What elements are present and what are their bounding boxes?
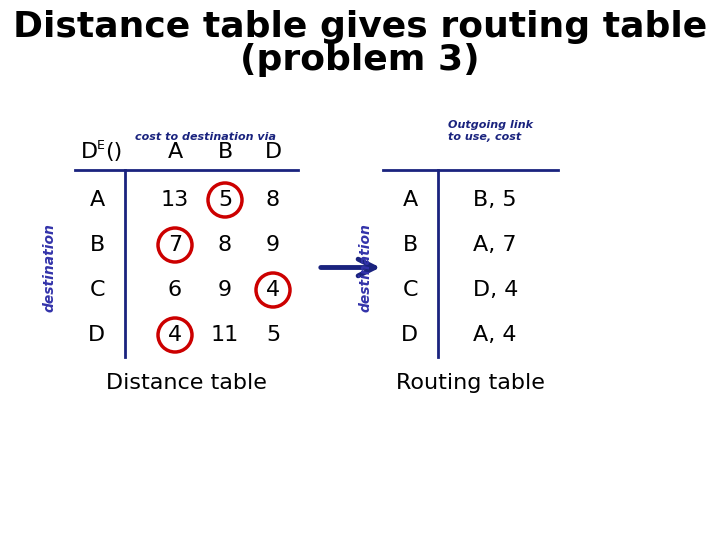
Text: D, 4: D, 4 xyxy=(473,280,518,300)
Text: cost to destination via: cost to destination via xyxy=(135,132,276,142)
Text: B: B xyxy=(402,235,418,255)
Text: 13: 13 xyxy=(161,190,189,210)
Text: D: D xyxy=(264,142,282,162)
Text: Routing table: Routing table xyxy=(396,373,545,393)
Text: 5: 5 xyxy=(266,325,280,345)
Text: C: C xyxy=(402,280,418,300)
Text: 9: 9 xyxy=(266,235,280,255)
Text: D: D xyxy=(401,325,418,345)
Text: B, 5: B, 5 xyxy=(473,190,517,210)
Text: A: A xyxy=(402,190,418,210)
Text: destination: destination xyxy=(359,223,373,312)
Text: C: C xyxy=(89,280,105,300)
Text: D: D xyxy=(81,142,98,162)
Text: 7: 7 xyxy=(168,235,182,255)
Text: 11: 11 xyxy=(211,325,239,345)
Text: Distance table: Distance table xyxy=(106,373,267,393)
Text: A: A xyxy=(167,142,183,162)
Text: E: E xyxy=(97,139,105,152)
Text: destination: destination xyxy=(43,223,57,312)
Text: 4: 4 xyxy=(168,325,182,345)
Text: 8: 8 xyxy=(218,235,232,255)
Text: 6: 6 xyxy=(168,280,182,300)
Text: Outgoing link
to use, cost: Outgoing link to use, cost xyxy=(448,120,533,142)
Text: A, 7: A, 7 xyxy=(473,235,516,255)
Text: A: A xyxy=(90,190,105,210)
Text: 5: 5 xyxy=(218,190,232,210)
Text: Distance table gives routing table: Distance table gives routing table xyxy=(13,10,707,44)
Text: B: B xyxy=(217,142,233,162)
Text: B: B xyxy=(90,235,105,255)
Text: 9: 9 xyxy=(218,280,232,300)
Text: 4: 4 xyxy=(266,280,280,300)
Text: (): () xyxy=(105,142,122,162)
Text: D: D xyxy=(88,325,105,345)
Text: A, 4: A, 4 xyxy=(473,325,516,345)
Text: 8: 8 xyxy=(266,190,280,210)
Text: (problem 3): (problem 3) xyxy=(240,43,480,77)
